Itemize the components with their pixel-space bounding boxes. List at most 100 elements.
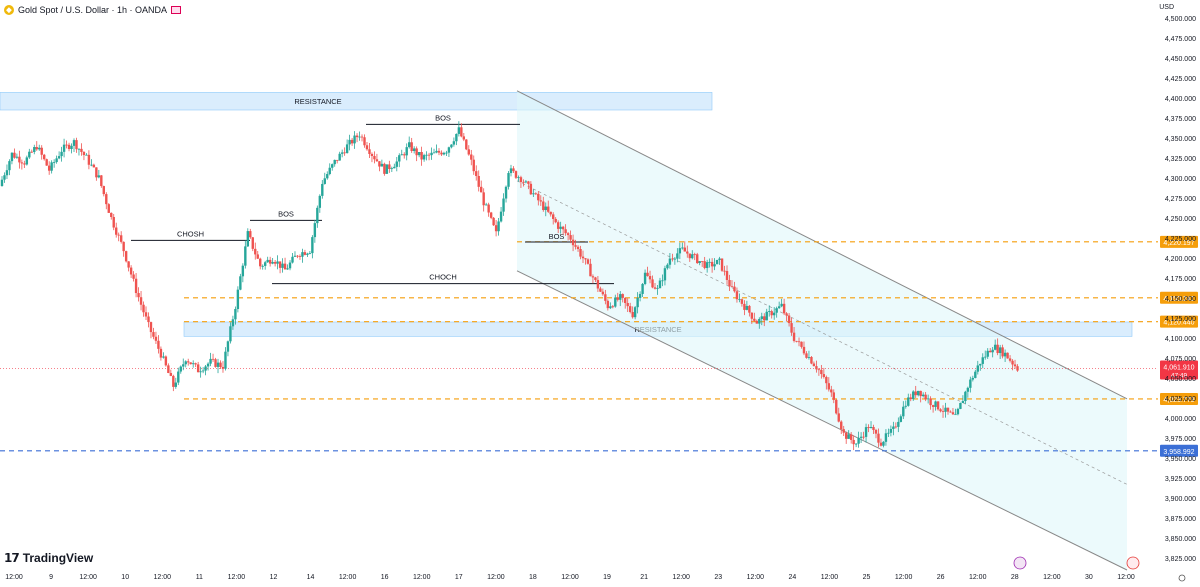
price-level-tag xyxy=(1160,392,1198,405)
candle-body xyxy=(380,163,384,167)
candle-body xyxy=(244,246,247,266)
candle-body xyxy=(902,406,905,417)
current-price-label: 4,061.910 xyxy=(1163,364,1194,371)
candle-body xyxy=(748,305,751,313)
candle-body xyxy=(939,409,942,412)
settings-icon[interactable] xyxy=(1178,574,1186,582)
descending-channel-fill xyxy=(517,90,1127,571)
candle-body xyxy=(765,311,768,321)
candle-body xyxy=(921,394,925,397)
flag-icon[interactable] xyxy=(1126,556,1140,570)
price-level-label: 4,220.197 xyxy=(1163,240,1194,247)
countdown-label: 47:49 xyxy=(1171,372,1188,379)
candle-body xyxy=(825,376,828,384)
structure-label: CHOCH xyxy=(429,273,457,282)
candle-body xyxy=(60,151,63,157)
candle-body xyxy=(1011,360,1014,365)
candle-body xyxy=(28,151,31,158)
candle-body xyxy=(246,231,250,247)
candle-body xyxy=(251,237,254,249)
candle-body xyxy=(157,340,160,349)
candle-body xyxy=(840,421,843,430)
candle-body xyxy=(673,258,677,260)
candle-body xyxy=(777,306,781,309)
candle-body xyxy=(782,303,786,314)
candle-body xyxy=(993,344,997,350)
candle-body xyxy=(514,171,518,178)
candle-body xyxy=(509,168,513,174)
y-tick-label: 4,000.000 xyxy=(1165,416,1196,423)
candle-body xyxy=(614,297,617,307)
candle-body xyxy=(393,166,396,169)
candle-body xyxy=(216,362,220,367)
candle-body xyxy=(90,164,93,166)
candle-body xyxy=(3,175,6,180)
candle-body xyxy=(542,201,545,211)
candle-body xyxy=(5,170,9,176)
candle-body xyxy=(648,276,652,280)
candle-body xyxy=(1001,347,1004,357)
candle-body xyxy=(869,426,873,429)
candle-body xyxy=(954,414,957,416)
price-level-label: 3,958.992 xyxy=(1163,449,1194,456)
lightning-icon[interactable] xyxy=(1013,556,1027,570)
candle-body xyxy=(589,263,592,277)
y-tick-label: 4,375.000 xyxy=(1165,116,1196,123)
candle-body xyxy=(124,251,128,262)
candle-body xyxy=(571,239,575,246)
x-tick-label: 12:00 xyxy=(1043,574,1061,581)
symbol-header[interactable]: ◆ Gold Spot / U.S. Dollar · 1h · OANDA xyxy=(4,3,182,17)
candle-body xyxy=(144,312,148,317)
candle-body xyxy=(693,254,696,256)
candle-body xyxy=(507,173,510,187)
candle-body xyxy=(281,263,284,268)
candle-body xyxy=(127,261,130,268)
candle-body xyxy=(671,258,674,260)
y-tick-label: 4,200.000 xyxy=(1165,256,1196,263)
candle-body xyxy=(941,411,945,413)
candle-body xyxy=(105,194,108,205)
candle-body xyxy=(683,247,687,252)
candle-body xyxy=(102,186,105,195)
candle-body xyxy=(591,276,595,278)
candle-body xyxy=(894,426,898,428)
candle-body xyxy=(249,231,252,238)
candle-body xyxy=(306,253,309,255)
candle-body xyxy=(470,154,473,160)
candle-body xyxy=(537,193,540,201)
candle-body xyxy=(740,299,744,304)
candle-body xyxy=(301,252,304,257)
candle-body xyxy=(1013,364,1017,367)
candle-body xyxy=(720,258,724,271)
candle-body xyxy=(735,291,739,300)
candle-body xyxy=(442,152,446,155)
candle-body xyxy=(129,267,133,275)
price-level-label: 4,023.779 xyxy=(1163,397,1194,404)
candle-body xyxy=(974,371,977,378)
y-tick-label: 3,825.000 xyxy=(1165,556,1196,563)
y-tick-label: 4,175.000 xyxy=(1165,276,1196,283)
tradingview-logo[interactable]: 𝟭𝟳 TradingView xyxy=(4,551,93,565)
candle-body xyxy=(556,222,560,229)
candle-body xyxy=(867,427,870,429)
resistance-zone-label: RESISTANCE xyxy=(294,97,341,106)
candle-body xyxy=(365,145,369,150)
candle-body xyxy=(835,399,838,414)
candle-body xyxy=(601,291,605,295)
y-tick-label: 3,850.000 xyxy=(1165,536,1196,543)
candle-body xyxy=(770,311,773,316)
candle-body xyxy=(236,289,240,310)
candle-body xyxy=(303,252,307,255)
candle-body xyxy=(628,306,632,313)
candle-body xyxy=(561,226,565,230)
candle-body xyxy=(452,141,456,145)
candle-body xyxy=(979,363,982,366)
x-tick-label: 16 xyxy=(381,574,389,581)
candle-body xyxy=(584,258,587,260)
candle-body xyxy=(494,225,498,232)
candle-body xyxy=(283,263,287,270)
candle-body xyxy=(221,366,225,369)
candle-body xyxy=(790,323,793,333)
